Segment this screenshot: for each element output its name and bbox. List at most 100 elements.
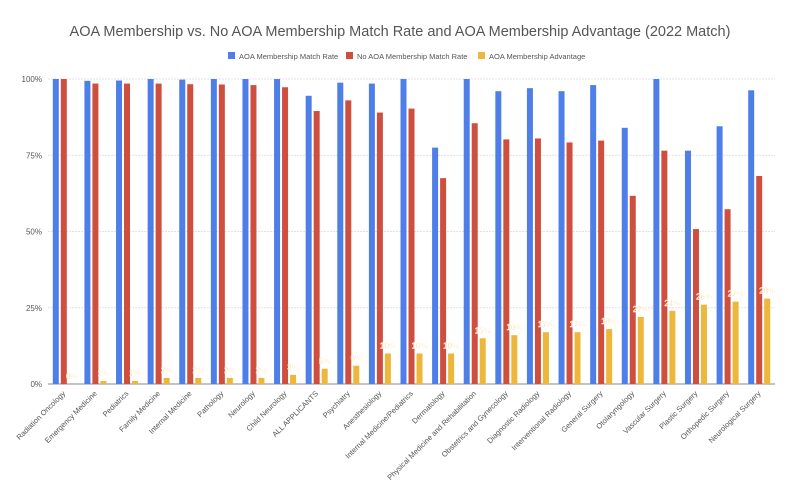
bar <box>448 353 455 384</box>
bar <box>542 332 549 384</box>
bar <box>684 150 691 384</box>
bar <box>218 84 225 385</box>
x-tick-label: Pathology <box>195 389 225 419</box>
bar <box>432 147 439 384</box>
bar <box>400 79 407 384</box>
bar <box>574 332 581 384</box>
bar <box>732 301 739 384</box>
data-label: 1% <box>98 369 110 378</box>
bar <box>274 79 281 384</box>
bar <box>669 310 676 384</box>
y-tick-label: 50% <box>26 228 42 237</box>
bar <box>621 127 628 385</box>
data-label: 2% <box>224 366 236 375</box>
data-label: 2% <box>161 366 173 375</box>
bar <box>290 374 297 384</box>
bar <box>495 91 502 384</box>
bar <box>764 298 771 384</box>
bar <box>353 365 360 384</box>
data-label: 17% <box>570 320 586 329</box>
bar <box>250 85 257 384</box>
bar <box>692 229 699 384</box>
data-label: 6% <box>351 354 363 363</box>
chart-title: AOA Membership vs. No AOA Membership Mat… <box>70 24 731 40</box>
data-label: 28% <box>759 287 775 296</box>
bar <box>321 368 328 384</box>
bar <box>471 123 478 384</box>
x-tick-label: Psychiatry <box>321 389 352 420</box>
bar <box>748 90 755 384</box>
bar <box>661 150 668 384</box>
bar <box>700 304 707 384</box>
bar <box>590 85 597 384</box>
bar <box>416 353 423 384</box>
bar <box>147 79 154 384</box>
legend-swatch <box>478 52 485 59</box>
bar <box>195 377 202 384</box>
data-label: 16% <box>506 323 522 332</box>
bar <box>116 80 123 385</box>
data-label: 10% <box>411 342 427 351</box>
bar <box>124 83 131 384</box>
x-tick-label: Diagnostic Radiology <box>485 389 541 445</box>
bar <box>534 138 541 384</box>
bar <box>226 377 233 384</box>
legend-swatch <box>228 52 235 59</box>
bar <box>653 79 660 384</box>
bar <box>305 95 312 385</box>
bar <box>345 100 352 384</box>
y-tick-label: 0% <box>30 380 42 389</box>
x-tick-label: Interventional Radiology <box>510 389 573 452</box>
bar <box>100 380 107 384</box>
data-label: 0% <box>66 372 78 381</box>
bar <box>84 80 91 384</box>
bar <box>179 79 186 385</box>
bar <box>368 83 375 384</box>
bar <box>511 335 518 384</box>
legend-label: No AOA Membership Match Rate <box>357 52 467 61</box>
bar <box>479 338 486 384</box>
legend-label: AOA Membership Advantage <box>489 52 585 61</box>
bar <box>258 377 265 384</box>
bar <box>132 380 139 384</box>
y-tick-label: 75% <box>26 151 42 160</box>
x-tick-label: Neurology <box>226 389 257 420</box>
bar <box>408 108 415 385</box>
bar <box>163 377 170 384</box>
bar <box>337 82 344 384</box>
data-label: 2% <box>256 366 268 375</box>
bar <box>558 91 565 384</box>
data-label: 24% <box>664 299 680 308</box>
bar <box>313 111 320 385</box>
data-label: 22% <box>633 305 649 314</box>
bar <box>503 139 510 384</box>
bar <box>210 79 217 384</box>
bar <box>440 178 447 384</box>
data-label: 26% <box>696 293 712 302</box>
data-label: 5% <box>319 357 331 366</box>
y-tick-label: 25% <box>26 304 42 313</box>
x-tick-label: Internal Medicine/Pediatrics <box>343 389 415 461</box>
bar <box>716 126 723 385</box>
data-label: 1% <box>129 369 141 378</box>
bar <box>52 79 59 384</box>
bar <box>155 83 162 384</box>
legend-label: AOA Membership Match Rate <box>239 52 338 61</box>
data-label: 17% <box>538 320 554 329</box>
data-label: 15% <box>475 326 491 335</box>
bar <box>376 112 383 385</box>
bar <box>92 83 99 384</box>
bar <box>566 142 573 384</box>
bar <box>637 316 644 384</box>
x-tick-label: Pediatrics <box>101 389 131 419</box>
bar <box>242 79 249 384</box>
bar <box>384 353 391 384</box>
bar <box>606 329 613 384</box>
bar <box>463 79 470 384</box>
bar <box>60 79 67 384</box>
bar <box>724 209 731 384</box>
bar <box>756 175 763 384</box>
legend-swatch <box>346 52 353 59</box>
bar <box>526 88 533 385</box>
